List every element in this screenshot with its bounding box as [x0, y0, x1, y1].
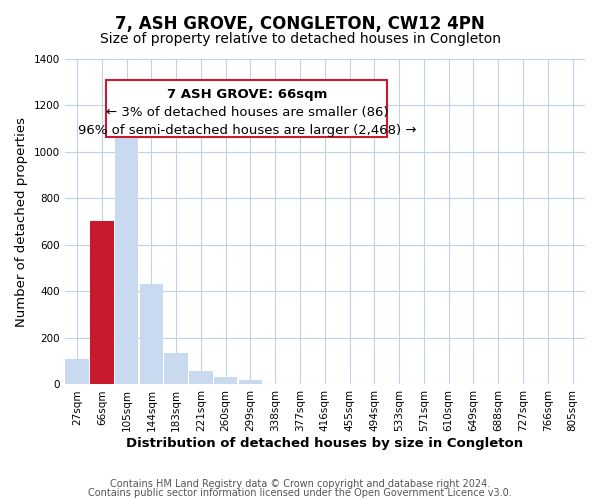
Bar: [140, 284, 163, 384]
Bar: [106, 80, 387, 137]
Bar: [65, 359, 89, 384]
Text: Size of property relative to detached houses in Congleton: Size of property relative to detached ho…: [100, 32, 500, 46]
X-axis label: Distribution of detached houses by size in Congleton: Distribution of detached houses by size …: [126, 437, 523, 450]
Bar: [239, 380, 262, 384]
Bar: [115, 126, 139, 384]
Text: Contains public sector information licensed under the Open Government Licence v3: Contains public sector information licen…: [88, 488, 512, 498]
Text: 7 ASH GROVE: 66sqm: 7 ASH GROVE: 66sqm: [167, 88, 327, 102]
Bar: [189, 371, 213, 384]
Text: 7, ASH GROVE, CONGLETON, CW12 4PN: 7, ASH GROVE, CONGLETON, CW12 4PN: [115, 15, 485, 33]
Bar: [214, 377, 238, 384]
Bar: [90, 220, 113, 384]
Text: ← 3% of detached houses are smaller (86): ← 3% of detached houses are smaller (86): [106, 106, 388, 119]
Y-axis label: Number of detached properties: Number of detached properties: [15, 116, 28, 326]
Text: Contains HM Land Registry data © Crown copyright and database right 2024.: Contains HM Land Registry data © Crown c…: [110, 479, 490, 489]
Text: 96% of semi-detached houses are larger (2,468) →: 96% of semi-detached houses are larger (…: [77, 124, 416, 137]
Bar: [164, 353, 188, 384]
